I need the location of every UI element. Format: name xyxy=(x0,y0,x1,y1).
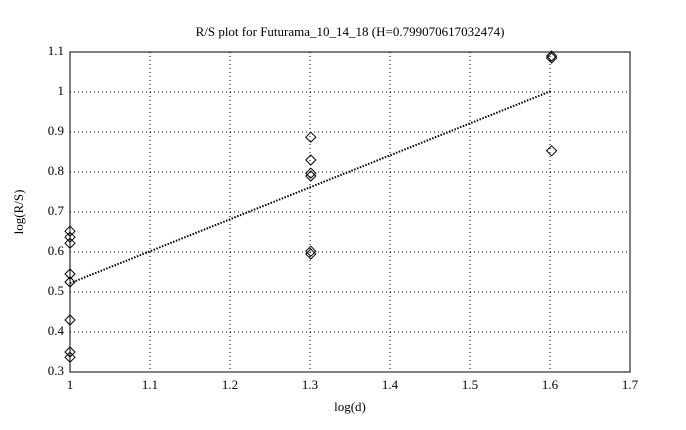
plot-frame xyxy=(69,51,631,373)
data-point xyxy=(64,231,76,243)
y-tick-label: 0.6 xyxy=(48,243,65,258)
y-tick-label: 0.3 xyxy=(48,363,64,378)
x-tick-label: 1.6 xyxy=(542,377,559,392)
x-tick-label: 1.1 xyxy=(142,377,158,392)
x-tick-label: 1 xyxy=(67,377,74,392)
data-point xyxy=(64,225,76,237)
y-tick-label: 0.8 xyxy=(48,163,64,178)
y-tick-label: 1.1 xyxy=(48,43,64,58)
data-point xyxy=(64,351,76,363)
data-point xyxy=(305,170,317,182)
data-point xyxy=(305,248,317,260)
data-point xyxy=(545,145,558,157)
data-point xyxy=(305,131,317,143)
y-tick-label: 0.9 xyxy=(48,123,64,138)
y-tick-label: 1 xyxy=(58,83,65,98)
y-tick-label: 0.4 xyxy=(48,323,65,338)
y-tick-label: 0.5 xyxy=(48,283,64,298)
data-point xyxy=(305,167,317,179)
data-point xyxy=(64,268,76,280)
data-point xyxy=(305,154,317,166)
fit-line xyxy=(69,89,552,285)
x-tick-label: 1.3 xyxy=(302,377,318,392)
data-point xyxy=(545,52,558,64)
y-axis-label: log(R/S) xyxy=(11,190,26,235)
data-point xyxy=(305,245,317,257)
x-tick-label: 1.7 xyxy=(622,377,639,392)
data-point xyxy=(64,346,76,358)
data-point xyxy=(64,276,76,288)
x-tick-label: 1.4 xyxy=(382,377,399,392)
data-point xyxy=(64,237,76,249)
y-tick-label: 0.7 xyxy=(48,203,65,218)
chart-title: R/S plot for Futurama_10_14_18 (H=0.7990… xyxy=(196,24,505,39)
data-point xyxy=(64,314,76,326)
x-tick-label: 1.5 xyxy=(462,377,478,392)
x-tick-label: 1.2 xyxy=(222,377,238,392)
data-point xyxy=(545,50,558,62)
x-axis-label: log(d) xyxy=(334,399,366,414)
